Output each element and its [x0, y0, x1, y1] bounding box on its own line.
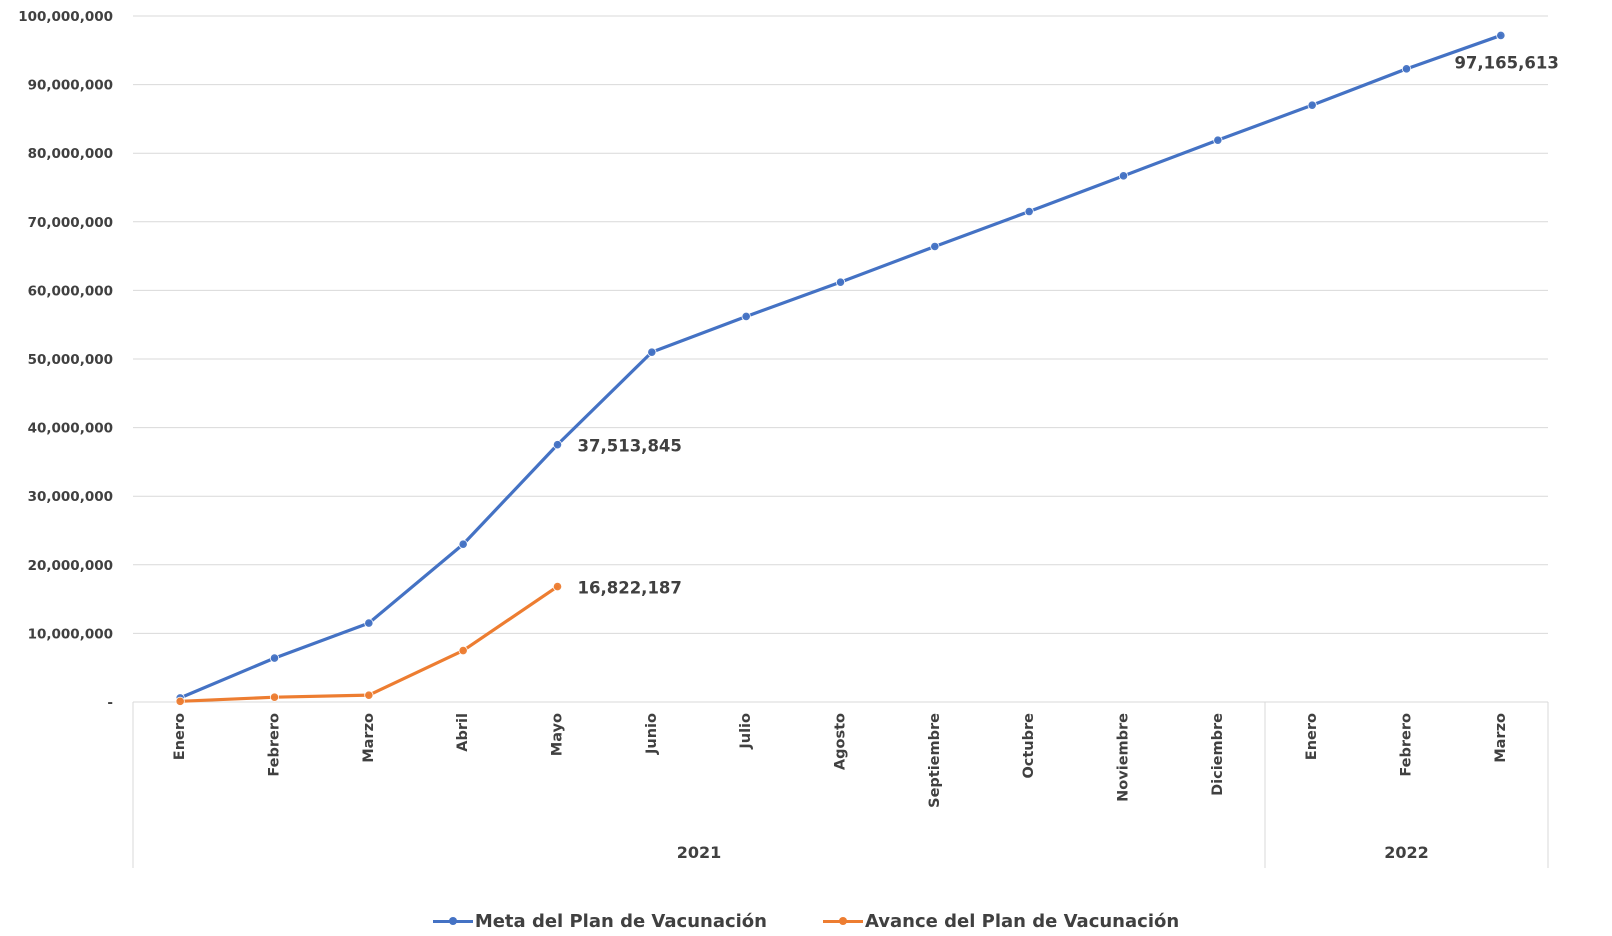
- data-point: [1118, 171, 1129, 181]
- x-tick-label: Abril: [455, 713, 471, 752]
- x-tick-label: Enero: [172, 713, 188, 760]
- data-point: [835, 277, 846, 287]
- y-tick-label: 90,000,000: [28, 78, 113, 94]
- x-tick-label: Octubre: [1021, 713, 1037, 779]
- data-point: [364, 690, 374, 700]
- x-tick-label: Febrero: [267, 713, 283, 777]
- x-tick-label: Marzo: [361, 713, 377, 763]
- data-point: [930, 241, 940, 252]
- data-point: [269, 653, 280, 663]
- data-point: [552, 440, 563, 450]
- x-group-label: 2021: [677, 843, 722, 862]
- data-point: [175, 696, 185, 706]
- data-point: [1307, 100, 1317, 110]
- data-point: [1024, 206, 1034, 217]
- legend-item-avance: Avance del Plan de Vacunación: [823, 911, 1179, 932]
- data-point: [1213, 135, 1223, 145]
- y-tick-label: 100,000,000: [18, 9, 113, 25]
- line-chart: - 10,000,000 20,000,000 30,000,000 40,000,00…: [18, 9, 1559, 868]
- legend: Meta del Plan de Vacunación Avance del P…: [0, 906, 1612, 936]
- data-point: [741, 311, 751, 322]
- data-point: [647, 347, 657, 357]
- data-point: [364, 618, 374, 628]
- data-label: 37,513,845: [578, 437, 682, 456]
- data-point: [552, 581, 563, 592]
- legend-label-meta: Meta del Plan de Vacunación: [474, 910, 767, 932]
- legend-key-avance: [823, 916, 863, 926]
- legend-label-avance: Avance del Plan de Vacunación: [865, 910, 1180, 932]
- x-tick-label: Mayo: [550, 713, 566, 756]
- y-tick-label: 40,000,000: [28, 421, 113, 437]
- x-group-label: 2022: [1384, 843, 1429, 862]
- data-label: 16,822,187: [578, 579, 682, 598]
- x-tick-label: Enero: [1304, 713, 1320, 760]
- x-tick-label: Agosto: [833, 713, 849, 770]
- y-tick-label: 80,000,000: [28, 146, 113, 162]
- data-point: [458, 645, 468, 656]
- data-point: [1401, 64, 1412, 74]
- legend-dot-avance: [839, 917, 847, 925]
- y-tick-label: 20,000,000: [28, 558, 113, 574]
- y-tick-label: 30,000,000: [28, 489, 113, 505]
- y-tick-label: 70,000,000: [28, 215, 113, 231]
- x-tick-label: Junio: [644, 713, 660, 755]
- x-tick-label: Diciembre: [1210, 713, 1226, 796]
- legend-key-meta: [432, 916, 473, 926]
- y-tick-label: 50,000,000: [28, 352, 113, 368]
- x-tick-label: Noviembre: [1116, 713, 1132, 802]
- series-line: [178, 584, 560, 703]
- y-tick-label: -: [107, 695, 113, 711]
- data-label: 97,165,613: [1454, 53, 1558, 72]
- data-point: [458, 539, 468, 549]
- x-tick-label: Febrero: [1399, 713, 1415, 777]
- series-line: [178, 33, 1503, 700]
- y-tick-label: 10,000,000: [28, 626, 113, 642]
- x-tick-label: Septiembre: [927, 713, 943, 808]
- x-tick-label: Julio: [738, 713, 754, 750]
- legend-item-meta: Meta del Plan de Vacunación: [432, 910, 767, 932]
- x-tick-label: Marzo: [1493, 713, 1509, 763]
- legend-dot-meta: [448, 917, 457, 925]
- data-point: [269, 692, 280, 702]
- data-point: [1496, 30, 1506, 41]
- y-tick-label: 60,000,000: [28, 283, 113, 299]
